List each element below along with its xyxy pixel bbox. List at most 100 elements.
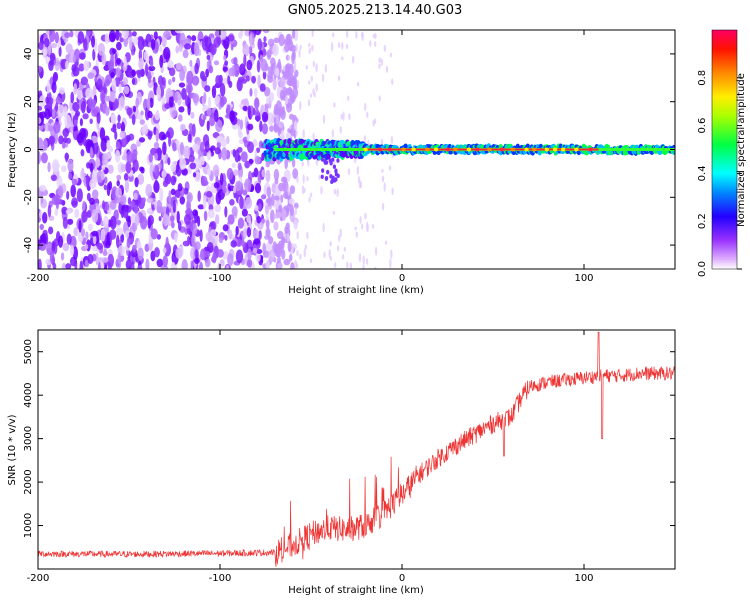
noise-blob — [78, 63, 85, 72]
noise-blob — [293, 120, 298, 131]
carrier-blob — [328, 158, 332, 163]
x-tick-label: 0 — [399, 273, 405, 284]
noise-blob — [101, 164, 106, 171]
noise-blob — [210, 43, 217, 56]
noise-blob — [82, 113, 89, 120]
noise-blob — [245, 75, 250, 82]
noise-blob — [140, 167, 145, 174]
carrier-peak — [475, 147, 480, 152]
noise-blob — [62, 216, 68, 229]
noise-blob — [129, 36, 133, 51]
noise-blob — [69, 244, 75, 257]
noise-blob — [259, 83, 266, 92]
noise-blob — [109, 229, 117, 240]
noise-blob — [39, 111, 47, 119]
noise-blob — [241, 240, 246, 248]
noise-blob — [61, 142, 66, 149]
noise-blob — [206, 54, 211, 61]
noise-blob — [191, 123, 196, 137]
noise-blob — [266, 49, 272, 60]
noise-blob — [73, 83, 78, 95]
noise-blob — [53, 121, 61, 134]
noise-blob — [147, 207, 152, 215]
noise-blob — [116, 219, 121, 226]
noise-blob — [162, 255, 168, 268]
x-tick-label: -200 — [27, 273, 50, 284]
noise-blob — [49, 52, 56, 62]
noise-blob — [147, 71, 152, 84]
noise-blob — [267, 112, 275, 126]
noise-blob — [100, 170, 105, 181]
noise-blob — [233, 63, 240, 77]
noise-blob — [242, 105, 248, 112]
noise-blob — [120, 233, 125, 243]
noise-blob — [165, 131, 171, 138]
noise-blob — [83, 60, 90, 72]
noise-blob — [161, 34, 167, 48]
noise-blob — [320, 185, 323, 195]
noise-blob — [135, 69, 143, 76]
noise-blob — [318, 174, 321, 180]
colorbar-ticks: 0.0 0.2 0.4 0.6 0.8 — [697, 70, 742, 277]
noise-blob — [244, 178, 252, 193]
noise-blob — [385, 65, 389, 73]
noise-blob — [265, 227, 271, 239]
noise-blob — [242, 43, 250, 57]
noise-blob — [351, 55, 355, 64]
noise-blob — [235, 249, 244, 264]
noise-blob — [275, 67, 280, 77]
noise-blob — [309, 192, 313, 198]
y-tick-label: 5000 — [23, 339, 34, 364]
noise-blob — [322, 114, 326, 124]
noise-blob — [280, 129, 285, 141]
carrier-blob — [329, 174, 333, 179]
carrier-blob — [336, 173, 340, 179]
snr-series-line — [38, 331, 675, 567]
noise-blob — [116, 180, 120, 187]
noise-blob — [219, 172, 224, 186]
noise-blob — [271, 193, 275, 206]
noise-blob — [115, 187, 122, 199]
noise-blob — [156, 199, 163, 214]
noise-blob — [222, 66, 229, 72]
noise-blob — [231, 206, 238, 217]
noise-blob — [175, 45, 180, 54]
noise-blob — [64, 114, 72, 129]
noise-blob — [45, 96, 49, 105]
colorbar — [711, 29, 738, 270]
noise-blob — [75, 110, 81, 117]
noise-blob — [296, 79, 300, 89]
noise-blob — [179, 196, 186, 205]
noise-blob — [268, 236, 274, 245]
noise-blob — [51, 81, 57, 94]
noise-blob — [276, 256, 281, 265]
spectrogram-ylabel: Frequency (Hz) — [7, 112, 18, 188]
noise-blob — [345, 30, 349, 39]
noise-blob — [207, 168, 212, 176]
noise-blob — [219, 82, 226, 97]
noise-blob — [72, 101, 80, 112]
noise-blob — [147, 110, 153, 119]
noise-blob — [141, 125, 148, 136]
noise-blob — [103, 264, 108, 269]
noise-blob — [183, 145, 191, 159]
noise-blob — [223, 54, 227, 61]
noise-blob — [132, 159, 139, 172]
noise-blob — [254, 204, 259, 212]
noise-blob — [138, 137, 146, 143]
noise-blob — [177, 220, 182, 231]
noise-blob — [281, 208, 287, 221]
noise-blob — [284, 43, 290, 53]
noise-blob — [182, 49, 189, 59]
noise-blob — [123, 173, 129, 182]
carrier-blob — [331, 157, 335, 162]
noise-blob — [276, 230, 284, 240]
noise-blob — [58, 45, 62, 57]
noise-blob — [332, 210, 336, 215]
noise-blob — [184, 43, 192, 50]
noise-blob — [67, 218, 74, 225]
noise-blob — [388, 165, 392, 171]
noise-blob — [191, 35, 197, 42]
noise-blob — [333, 102, 336, 108]
noise-blob — [126, 237, 131, 249]
